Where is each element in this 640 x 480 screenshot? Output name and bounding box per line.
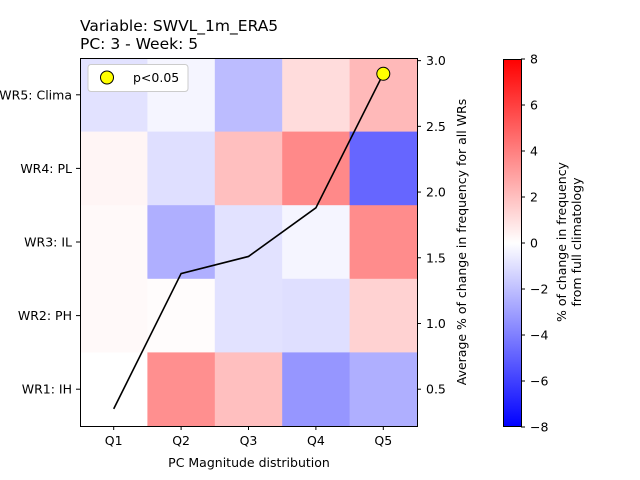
heatmap-cell [147,131,216,206]
right-tick-label: 3.0 [426,53,446,68]
x-tick-label: Q2 [172,433,190,448]
colorbar-tick-label: 2 [530,190,538,205]
heatmap-cell [282,278,351,353]
heatmap-cell [147,278,216,353]
y-tick-label: WR4: PL [20,161,72,176]
heatmap-cell [80,205,148,280]
colorbar-tick-label: −8 [530,420,548,435]
x-tick-label: Q1 [105,433,123,448]
x-tick-label: Q4 [307,433,325,448]
y-tick-label: WR1: IH [22,382,72,397]
colorbar-tick-label: −6 [530,374,548,389]
heatmap-cell [282,352,351,427]
heatmap-cell [214,58,283,133]
heatmap-cell [80,278,148,353]
colorbar-label-line2: from full climatology [569,177,584,307]
colorbar-tick-label: −4 [530,328,548,343]
heatmap-cell [214,205,283,280]
legend-box [87,64,189,92]
legend-label: p<0.05 [133,70,179,85]
colorbar-tick-label: 4 [530,144,538,159]
x-tick-label: Q5 [374,433,392,448]
colorbar-label: % of change in frequency from full clima… [554,161,584,322]
colorbar-tick-label: 6 [530,98,538,113]
heatmap-cell [282,58,351,133]
right-tick-label: 2.0 [426,185,446,200]
right-tick-label: 2.5 [426,119,446,134]
legend: p<0.05 [87,64,189,92]
right-axis-ticks: 0.5 1.0 1.5 2.0 2.5 3.0 [417,53,446,397]
heatmap-cell [349,352,418,427]
heatmap-cell [349,278,418,353]
chart-title: Variable: SWVL_1m_ERA5 [80,17,278,36]
chart-subtitle: PC: 3 - Week: 5 [80,35,198,53]
colorbar-ticks: 8 6 4 2 0 −2 −4 −6 −8 [521,52,548,435]
heatmap-cell [214,352,283,427]
heatmap-cell [214,278,283,353]
x-tick-labels: Q1 Q2 Q3 Q4 Q5 [105,426,392,448]
y-tick-label: WR2: PH [18,308,72,323]
colorbar-label-line1: % of change in frequency [554,161,569,322]
colorbar-tick-label: −2 [530,282,548,297]
right-tick-label: 1.0 [426,316,446,331]
x-axis-label: PC Magnitude distribution [168,455,330,470]
heatmap-cell [349,131,418,206]
heatmap-cell [80,352,148,427]
y-tick-label: WR3: IL [24,235,72,250]
heatmap-cell [214,131,283,206]
y-tick-labels: WR5: Clima WR4: PL WR3: IL WR2: PH WR1: IH [0,87,80,397]
heatmap-cells [80,58,418,427]
right-tick-label: 0.5 [426,382,446,397]
colorbar [503,59,521,427]
heatmap-cell [282,131,351,206]
average-line [112,73,385,410]
heatmap-cell [80,131,148,206]
significance-marker [376,66,391,81]
x-tick-label: Q3 [240,433,258,448]
heatmap-cell [282,205,351,280]
colorbar-tick-label: 0 [530,236,538,251]
colorbar-tick-label: 8 [530,52,538,67]
legend-marker [100,70,114,85]
heatmap-cell [147,352,216,427]
y-tick-label: WR5: Clima [0,87,72,102]
right-tick-label: 1.5 [426,250,446,265]
significance-markers [376,66,391,81]
right-axis-label: Average % of change in frequency for all… [454,99,469,386]
heatmap-cell [349,205,418,280]
